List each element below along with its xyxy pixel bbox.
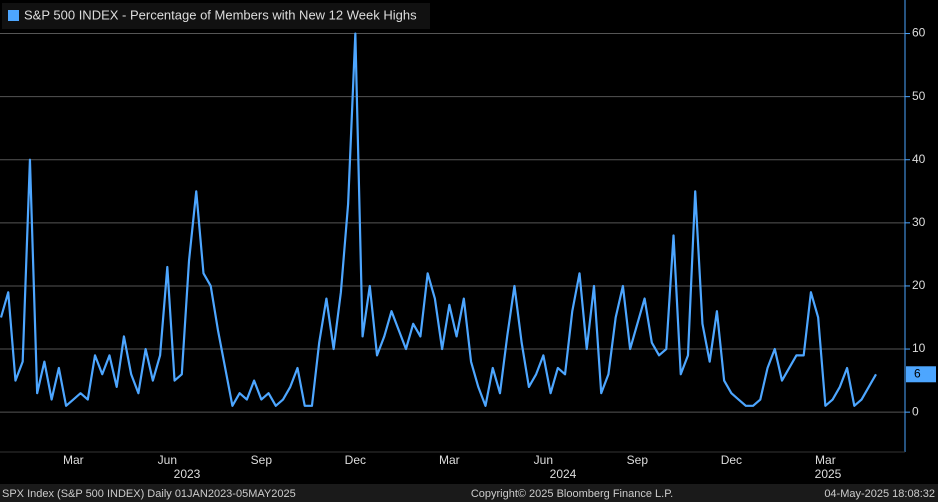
last-value-tag <box>906 366 936 383</box>
y-tick-label: 0 <box>912 404 919 418</box>
x-tick-label: Mar <box>815 453 836 467</box>
y-tick-label: 60 <box>912 26 926 40</box>
last-value-label: 6 <box>914 366 921 380</box>
y-tick-label: 50 <box>912 89 926 103</box>
year-label: 2024 <box>550 467 577 481</box>
x-tick-label: Jun <box>534 453 553 467</box>
legend-label: S&P 500 INDEX - Percentage of Members wi… <box>24 7 417 22</box>
year-label: 2025 <box>815 467 842 481</box>
x-tick-label: Dec <box>721 453 742 467</box>
x-tick-label: Mar <box>63 453 84 467</box>
y-tick-label: 40 <box>912 152 926 166</box>
footer-bar <box>0 484 938 502</box>
footer-center: Copyright© 2025 Bloomberg Finance L.P. <box>471 488 673 500</box>
footer-left: SPX Index (S&P 500 INDEX) Daily 01JAN202… <box>2 488 296 500</box>
x-tick-label: Dec <box>345 453 366 467</box>
footer-right: 04-May-2025 18:08:32 <box>824 488 935 500</box>
x-tick-label: Sep <box>251 453 273 467</box>
legend-swatch <box>8 10 19 21</box>
legend-box <box>2 3 430 29</box>
x-tick-label: Mar <box>439 453 460 467</box>
y-tick-label: 10 <box>912 341 926 355</box>
x-tick-label: Jun <box>158 453 177 467</box>
year-label: 2023 <box>174 467 201 481</box>
data-line <box>0 32 877 407</box>
y-tick-label: 30 <box>912 215 926 229</box>
y-tick-label: 20 <box>912 278 926 292</box>
x-tick-label: Sep <box>627 453 649 467</box>
